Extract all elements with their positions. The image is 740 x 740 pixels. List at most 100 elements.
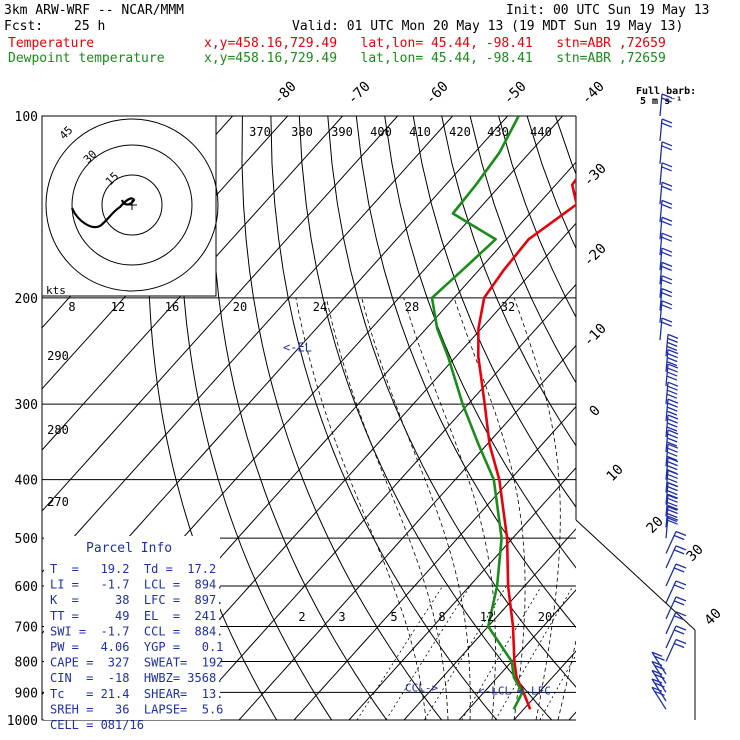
dry-adiabat-line (355, 116, 576, 629)
forecast-hours: 25 h (74, 19, 106, 34)
wind-barb (665, 611, 687, 635)
wind-barb-flag (651, 678, 663, 684)
theta-e-label: 20 (233, 300, 247, 314)
dry-adiabat-line (180, 116, 333, 720)
wind-barb-flag (666, 375, 678, 381)
pressure-tick-label: 100 (15, 110, 38, 125)
wind-barb-flag (667, 469, 679, 476)
wind-barb-staff (659, 275, 663, 298)
wind-barb-staff (665, 334, 669, 357)
mixing-ratio-line (539, 654, 576, 720)
wind-barb-flag (667, 477, 678, 484)
parcel-info-row: LI = -1.7 LCL = 894. (50, 578, 223, 592)
theta-label: 430 (487, 125, 509, 139)
wind-barb-flag (651, 669, 663, 675)
isotherm-line (42, 116, 398, 512)
wind-barb-flag (654, 655, 665, 661)
wind-barb-staff (659, 300, 663, 323)
pressure-tick-label: 700 (15, 620, 38, 635)
wind-barb-flag (667, 406, 678, 412)
wind-barb-flag (667, 512, 678, 519)
wind-barb-flag (661, 118, 673, 124)
wind-barb (665, 414, 679, 438)
wind-barb-flag (666, 410, 678, 416)
temperature-profile-line (476, 177, 576, 710)
wind-barb-flag (661, 317, 673, 323)
wind-barb-flag (661, 251, 672, 257)
temperature-location-info: x,y=458.16,729.49 lat,lon= 45.44, -98.41… (204, 36, 666, 51)
wind-barb-flag (675, 563, 687, 569)
isotherm-label: 30 (684, 542, 707, 565)
wind-barb-flag (667, 398, 679, 404)
wind-barb-staff (659, 141, 663, 164)
wind-barb-flag (673, 642, 685, 649)
wind-barb-staff (665, 349, 669, 372)
wind-barb-flag (667, 429, 679, 435)
parcel-info-panel (44, 536, 220, 720)
ccl-marker: CCL-> (405, 682, 438, 695)
wind-barb-flag (661, 199, 673, 205)
isotherm-line (458, 589, 576, 720)
wind-barb-staff (651, 686, 667, 710)
parcel-info-row: TT = 49 EL = 241. (50, 609, 223, 623)
wind-barb-flag (666, 455, 678, 461)
wind-barb (659, 181, 673, 205)
barb-legend-line1: Full barb: (636, 86, 696, 97)
wind-barb-flag (654, 682, 665, 688)
wind-barb (659, 232, 673, 256)
wind-barb (665, 482, 679, 505)
dry-adiabat-line (469, 116, 576, 384)
wind-barb-flag (673, 584, 685, 590)
temperature-legend: Temperature (8, 36, 95, 51)
isotherm-label: 40 (702, 606, 725, 629)
wind-barb (665, 398, 679, 422)
wind-barb-flag (666, 361, 678, 367)
wind-barb-flag (666, 441, 678, 447)
wind-barb-staff (665, 382, 669, 405)
dry-adiabat-line (498, 116, 576, 319)
theta-label: 410 (409, 125, 431, 139)
parcel-info-row: CIN = -18 HWBZ= 3568. (50, 671, 223, 685)
wind-barb-flag (667, 497, 678, 503)
wind-barb-flag (661, 220, 672, 226)
isotherm-label: -50 (501, 79, 530, 108)
isotherm-line (42, 116, 343, 451)
wind-barb (659, 162, 673, 185)
wind-barb-staff (659, 248, 663, 271)
wind-barb-flag (661, 304, 672, 310)
isotherm-line (679, 116, 740, 720)
isotherm-line (183, 283, 576, 720)
wind-barb-flag (661, 321, 672, 327)
wind-barb-flag (667, 486, 678, 492)
parcel-info-row: SREH = 36 LAPSE= 5.6 (50, 702, 223, 716)
wind-barb-flag (673, 600, 685, 606)
wind-barb-flag (666, 505, 678, 511)
dry-adiabat-line (412, 116, 576, 508)
theta-label: 270 (47, 495, 69, 509)
isotherm-line (348, 467, 576, 720)
theta-e-label: 12 (111, 300, 125, 314)
wind-barb-staff (659, 217, 663, 240)
wind-barb-flag (667, 482, 679, 488)
theta-label: 390 (331, 125, 353, 139)
wind-barb-staff (665, 639, 677, 662)
wind-barb-flag (667, 465, 678, 471)
wind-barb-staff (665, 457, 669, 480)
wind-barb (665, 515, 679, 539)
wind-barb (659, 300, 673, 323)
hodograph-ring (101, 174, 163, 236)
wind-barb-flag (654, 664, 665, 671)
dry-adiabat-line (669, 116, 740, 720)
wind-barb-flag (667, 447, 678, 453)
wind-barb (659, 93, 673, 117)
parcel-info-row: T = 19.2 Td = 17.2 (50, 562, 216, 576)
wind-barb (651, 651, 667, 675)
wind-barb-flag (667, 515, 679, 521)
theta-label: 370 (249, 125, 271, 139)
wind-barb-staff (665, 414, 669, 438)
wind-barb-flag (667, 433, 678, 439)
wind-barb-staff (665, 399, 669, 422)
theta-e-label: 8 (68, 300, 75, 314)
wind-barb-staff (665, 516, 669, 539)
wind-barb-flag (673, 549, 685, 555)
